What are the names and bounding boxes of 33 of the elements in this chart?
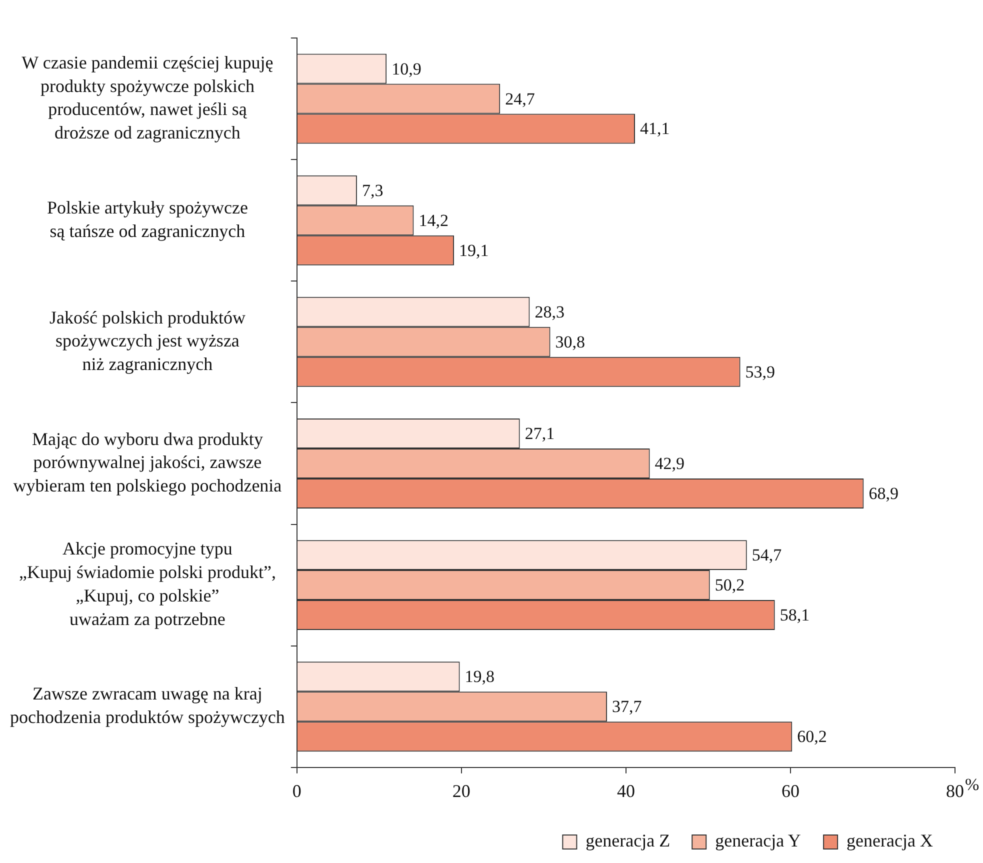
data-label: 14,2 — [418, 210, 448, 230]
data-label: 28,3 — [534, 302, 564, 322]
data-label: 30,8 — [555, 332, 586, 352]
data-label: 53,9 — [745, 362, 776, 382]
y-tick-label: Jakość polskich produktów spożywczych jest wyższa niż zagranicznych — [49, 307, 246, 374]
data-label: 27,1 — [524, 424, 555, 443]
data-label: 24,7 — [505, 89, 536, 108]
data-label: 41,1 — [640, 119, 670, 138]
x-tick-label: 60 — [781, 780, 800, 801]
data-label: 42,9 — [654, 454, 685, 473]
data-label: 7,3 — [362, 180, 384, 200]
legend-label: generacja Y — [715, 830, 801, 851]
y-tick-label: Polskie artykuły spożywcze są tańsze od zagranicznych — [46, 197, 248, 241]
y-tick-label: Akcje promocyjne typu „Kupuj świadomie polski produkt”, „Kupuj, co polskie” uważam za potrzebne — [18, 538, 276, 629]
y-tick-label: W czasie pandemii częściej kupuję produkty spożywcze polskich producentów, nawet jeśli są droższe od zagranicznych — [22, 52, 274, 143]
data-label: 19,8 — [464, 667, 495, 686]
x-tick-label: 0 — [292, 780, 302, 801]
data-label: 19,1 — [459, 240, 489, 260]
data-label: 37,7 — [612, 697, 642, 716]
data-label: 58,1 — [780, 606, 810, 625]
x-tick-label: 40 — [616, 780, 635, 801]
y-tick-label: Mając do wyboru dwa produkty porównywalnej jakości, zawsze wybieram ten polskiego pochodzenia — [13, 428, 282, 496]
legend-label: generacja X — [846, 830, 934, 851]
x-tick-label: 20 — [452, 780, 470, 801]
data-label: 68,9 — [868, 484, 898, 503]
y-tick-label: Zawsze zwracam uwagę na kraj pochodzenia produktów spożywczych — [10, 684, 285, 728]
legend-label: generacja Z — [586, 830, 670, 851]
data-label: 50,2 — [714, 576, 745, 595]
x-tick-label: 80 — [946, 780, 964, 801]
data-label: 60,2 — [797, 727, 827, 746]
data-label: 10,9 — [392, 59, 422, 78]
data-label: 54,7 — [752, 546, 782, 565]
x-axis-title: % — [965, 774, 980, 794]
